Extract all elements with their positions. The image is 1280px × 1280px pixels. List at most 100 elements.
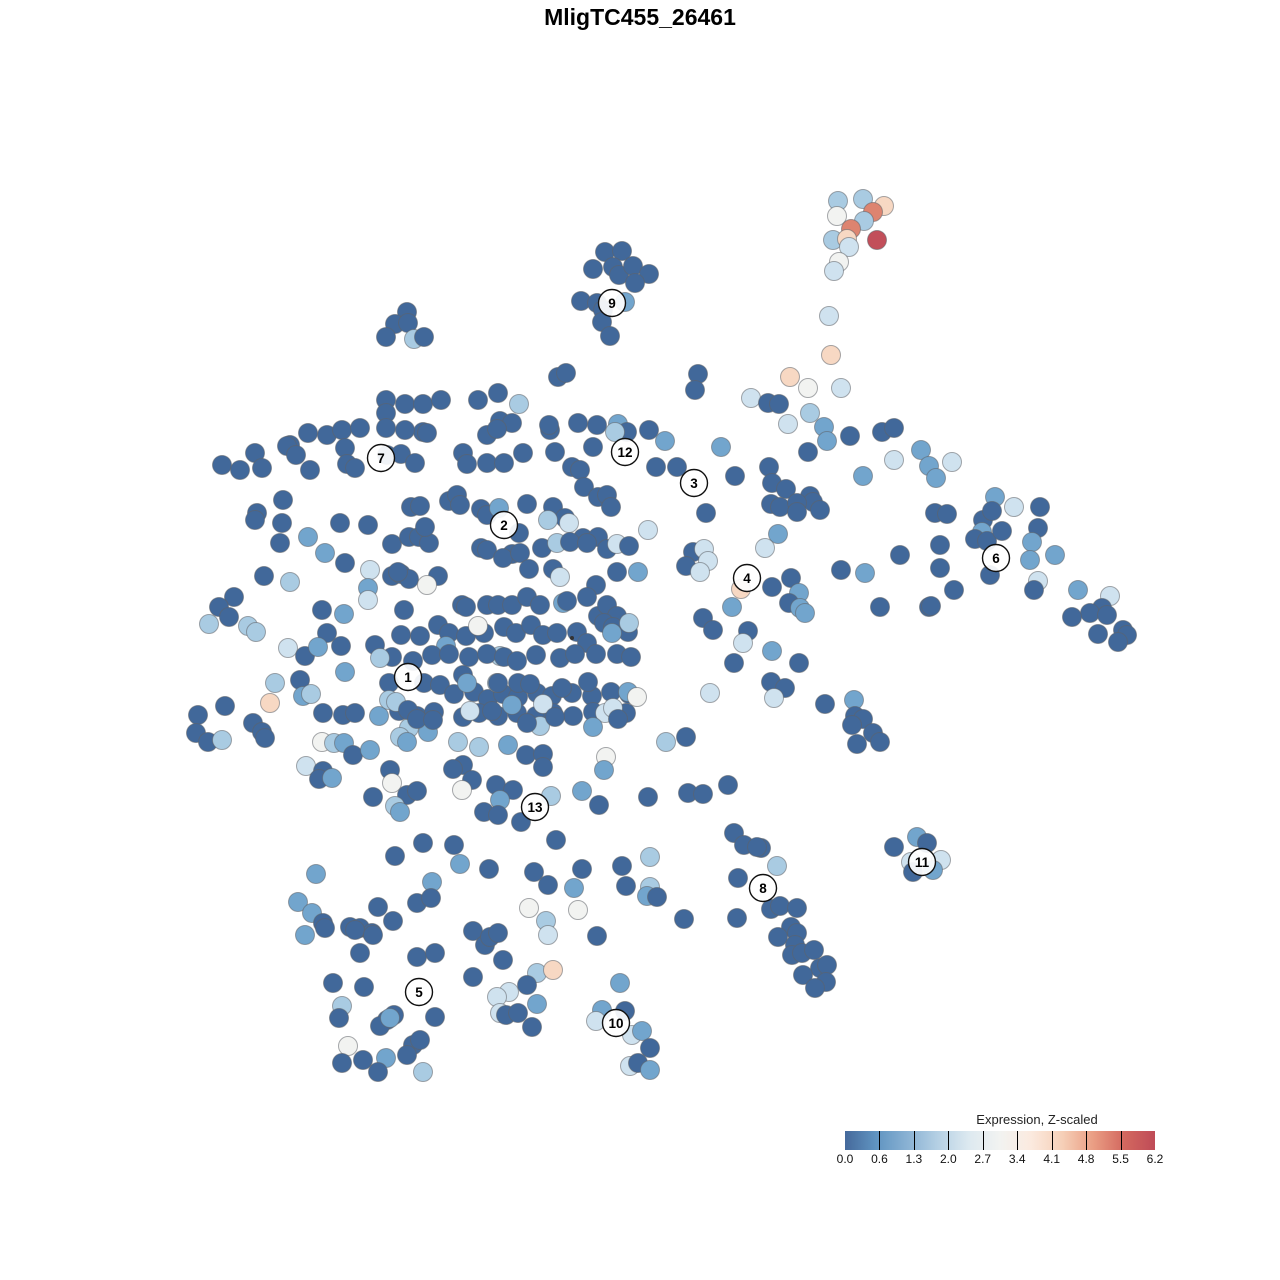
data-point bbox=[762, 577, 782, 597]
data-point bbox=[360, 560, 380, 580]
data-point bbox=[391, 625, 411, 645]
data-point bbox=[407, 947, 427, 967]
data-point bbox=[410, 496, 430, 516]
svg-text:6: 6 bbox=[992, 551, 1000, 566]
data-point bbox=[911, 440, 931, 460]
data-point bbox=[711, 437, 731, 457]
data-point bbox=[1088, 624, 1108, 644]
data-point bbox=[522, 1017, 542, 1037]
data-point bbox=[407, 781, 427, 801]
data-point bbox=[448, 732, 468, 752]
data-point bbox=[1062, 607, 1082, 627]
cluster-label: 5 bbox=[404, 977, 434, 1007]
data-point bbox=[824, 261, 844, 281]
data-point bbox=[1045, 545, 1065, 565]
data-point bbox=[479, 859, 499, 879]
data-point bbox=[583, 717, 603, 737]
data-point bbox=[628, 562, 648, 582]
data-point bbox=[547, 623, 567, 643]
data-point bbox=[817, 955, 837, 975]
data-point bbox=[819, 306, 839, 326]
cluster-label: 12 bbox=[610, 437, 640, 467]
data-point bbox=[468, 616, 488, 636]
data-point bbox=[335, 553, 355, 573]
colorbar-tick-label: 1.3 bbox=[905, 1152, 923, 1166]
data-point bbox=[516, 745, 536, 765]
data-point bbox=[388, 562, 408, 582]
data-point bbox=[570, 636, 574, 640]
data-point bbox=[853, 466, 873, 486]
data-point bbox=[376, 327, 396, 347]
data-point bbox=[890, 545, 910, 565]
data-point bbox=[600, 326, 620, 346]
svg-text:5: 5 bbox=[415, 985, 423, 1000]
data-point bbox=[842, 715, 862, 735]
data-point bbox=[330, 513, 350, 533]
data-point bbox=[508, 1003, 528, 1023]
colorbar-tick bbox=[879, 1131, 881, 1150]
data-point bbox=[676, 727, 696, 747]
colorbar-legend: Expression, Z-scaled 0.0 0.6 1.3 2.0 2.7 3.4 4… bbox=[837, 1112, 1164, 1172]
data-point bbox=[360, 740, 380, 760]
cluster-label: 2 bbox=[489, 510, 519, 540]
data-point bbox=[557, 591, 577, 611]
data-point bbox=[425, 1007, 445, 1027]
data-point bbox=[831, 560, 851, 580]
data-point bbox=[574, 477, 594, 497]
svg-text:1: 1 bbox=[404, 670, 412, 685]
cluster-label: 7 bbox=[366, 443, 396, 473]
data-point bbox=[787, 502, 807, 522]
data-point bbox=[578, 672, 598, 692]
cluster-label: 6 bbox=[981, 543, 1011, 573]
data-point bbox=[930, 535, 950, 555]
data-point bbox=[616, 876, 636, 896]
data-point bbox=[444, 684, 464, 704]
data-point bbox=[334, 604, 354, 624]
data-point bbox=[469, 737, 489, 757]
data-point bbox=[329, 1008, 349, 1028]
colorbar-tick-label: 2.0 bbox=[939, 1152, 957, 1166]
data-point bbox=[212, 455, 232, 475]
data-point bbox=[286, 445, 306, 465]
data-point bbox=[273, 490, 293, 510]
data-point bbox=[612, 241, 632, 261]
data-point bbox=[413, 394, 433, 414]
data-point bbox=[323, 973, 343, 993]
data-point bbox=[804, 940, 824, 960]
data-point bbox=[482, 701, 502, 721]
data-point bbox=[840, 426, 860, 446]
data-point bbox=[926, 468, 946, 488]
data-point bbox=[778, 414, 798, 434]
data-point bbox=[884, 418, 904, 438]
data-point bbox=[583, 437, 603, 457]
data-point bbox=[315, 918, 335, 938]
page-title: MligTC455_26461 bbox=[544, 4, 736, 30]
cluster-label: 13 bbox=[520, 792, 550, 822]
data-point bbox=[627, 687, 647, 707]
svg-text:3: 3 bbox=[690, 476, 698, 491]
data-point bbox=[246, 622, 266, 642]
data-point bbox=[587, 926, 607, 946]
data-point bbox=[572, 859, 592, 879]
data-point bbox=[667, 457, 687, 477]
data-point bbox=[288, 892, 308, 912]
data-point bbox=[477, 540, 497, 560]
data-point bbox=[431, 390, 451, 410]
data-point bbox=[607, 562, 627, 582]
colorbar-tick bbox=[1086, 1131, 1088, 1150]
data-point bbox=[1024, 580, 1044, 600]
colorbar-tick bbox=[948, 1131, 950, 1150]
legend-title: Expression, Z-scaled bbox=[976, 1112, 1098, 1127]
data-point bbox=[338, 1036, 358, 1056]
data-point bbox=[693, 784, 713, 804]
data-point bbox=[770, 497, 790, 517]
data-point bbox=[793, 965, 813, 985]
colorbar-tick-labels: 0.0 0.6 1.3 2.0 2.7 3.4 4.1 4.8 5.5 6.2 bbox=[837, 1152, 1164, 1168]
colorbar-tick-label: 4.8 bbox=[1077, 1152, 1095, 1166]
data-point bbox=[831, 378, 851, 398]
data-point bbox=[487, 419, 507, 439]
data-point bbox=[306, 864, 326, 884]
data-point bbox=[345, 703, 365, 723]
data-point bbox=[800, 403, 820, 423]
